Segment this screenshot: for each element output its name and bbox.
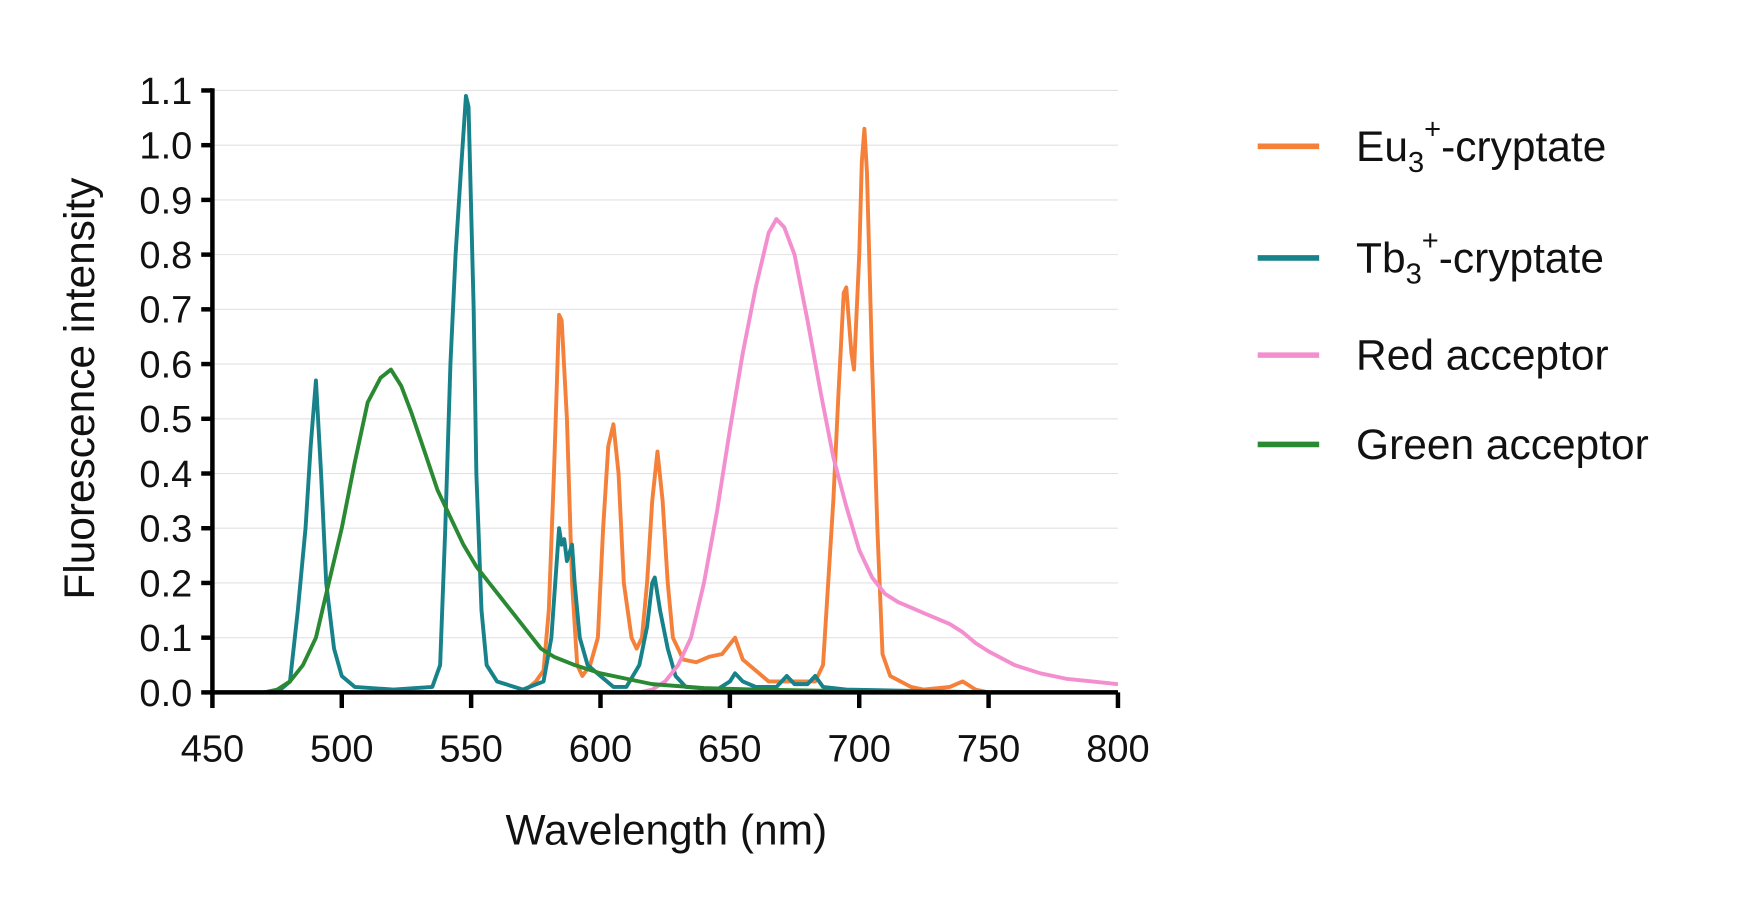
y-tick-label: 1.1: [139, 71, 192, 113]
y-tick-label: 1.0: [139, 126, 192, 168]
y-tick-label: 0.9: [139, 180, 192, 222]
legend-label: Tb3+-cryptate: [1356, 225, 1604, 290]
legend-label: Green acceptor: [1356, 421, 1649, 468]
y-axis-label: Fluorescence intensity: [56, 177, 103, 600]
x-axis-label: Wavelength (nm): [505, 806, 827, 853]
x-tick-label: 700: [828, 729, 891, 771]
x-tick-label: 550: [439, 729, 502, 771]
x-tick-label: 450: [181, 729, 244, 771]
y-tick-label: 0.5: [139, 399, 192, 441]
series-lines: [212, 93, 1119, 695]
y-tick-label: 0.3: [139, 509, 192, 551]
y-tick-label: 0.0: [139, 673, 192, 715]
x-tick-label: 500: [310, 729, 373, 771]
x-tick-label: 600: [569, 729, 632, 771]
series-line-green-acceptor: [212, 367, 989, 695]
axes: 0.0 0.1 0.2 0.3 0.4 0.5 0.6 0.7 0.8 0.9 1.0 1.1 450 5…: [139, 71, 1149, 771]
y-tick-label: 0.1: [139, 618, 192, 660]
y-tick-label: 0.2: [139, 563, 192, 605]
gridlines: [212, 89, 1118, 639]
series-line-eu3-cryptate: [212, 126, 990, 695]
x-tick-label: 750: [957, 729, 1020, 771]
series-line-tb3-cryptate: [212, 93, 989, 695]
y-tick-label: 0.4: [139, 454, 192, 496]
legend: Eu3+-cryptate Tb3+-cryptate Red acceptor Gr…: [1257, 113, 1649, 468]
legend-label: Red acceptor: [1356, 332, 1609, 379]
x-tick-label: 800: [1086, 729, 1149, 771]
y-tick-label: 0.6: [139, 344, 192, 386]
y-tick-label: 0.7: [139, 290, 192, 332]
series-line-red-acceptor: [212, 217, 1119, 695]
x-tick-label: 650: [698, 729, 761, 771]
legend-label: Eu3+-cryptate: [1356, 113, 1606, 178]
y-tick-label: 0.8: [139, 235, 192, 277]
